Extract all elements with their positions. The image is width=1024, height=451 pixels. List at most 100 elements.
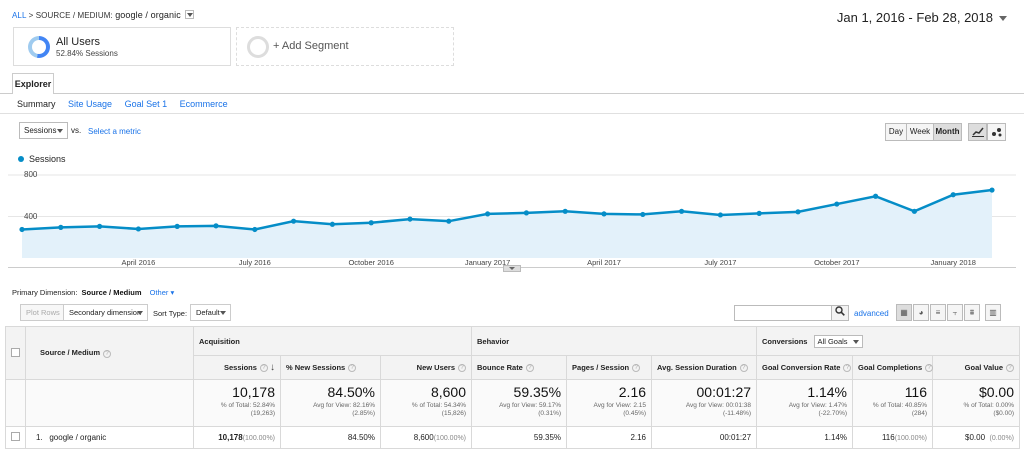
legend-dot [18, 155, 24, 162]
col-sessions[interactable]: Sessions? ↓ [193, 355, 281, 380]
metric-select[interactable]: Sessions [19, 122, 68, 139]
report-table: Source / Medium? Acquisition Behavior Co… [5, 326, 1021, 449]
table-search-input[interactable] [734, 305, 832, 321]
breadcrumb: ALL > SOURCE / MEDIUM: google / organic [12, 10, 195, 20]
comparison-view-icon[interactable]: ⫟ [947, 304, 963, 321]
secondary-dimension-select[interactable]: Secondary dimension [63, 304, 148, 321]
data-point[interactable] [407, 216, 413, 222]
pie-view-icon[interactable]: ◕ [913, 304, 929, 321]
col-new-users[interactable]: New Users? [379, 355, 473, 380]
sessions-chart [8, 174, 1016, 258]
subtab-divider [0, 113, 1024, 114]
pivot-view-icon[interactable]: ▥ [985, 304, 1001, 321]
data-point[interactable] [717, 212, 724, 218]
month-button[interactable]: Month [933, 123, 962, 141]
data-point[interactable] [446, 218, 452, 224]
subtab-site-usage[interactable]: Site Usage [68, 99, 113, 109]
vs-label: vs. [71, 126, 82, 135]
col-avg-duration[interactable]: Avg. Session Duration? [651, 355, 758, 380]
data-point[interactable] [795, 209, 801, 215]
primary-dimension-value[interactable]: Source / Medium [81, 288, 142, 297]
col-goal-value[interactable]: Goal Value? [932, 355, 1021, 380]
data-point[interactable] [756, 210, 762, 216]
x-tick-label: October 2016 [348, 258, 394, 267]
x-tick-label: July 2016 [238, 258, 271, 267]
acquisition-group-header: Acquisition [192, 326, 473, 356]
data-point[interactable] [58, 224, 64, 230]
breadcrumb-value: google / organic [115, 10, 181, 20]
row-checkbox[interactable] [11, 432, 20, 441]
data-point[interactable] [485, 211, 491, 217]
week-button[interactable]: Week [906, 123, 934, 141]
data-point[interactable] [989, 187, 995, 193]
data-point[interactable] [601, 211, 607, 217]
breadcrumb-dropdown-icon[interactable] [185, 10, 195, 20]
data-point[interactable] [252, 226, 258, 233]
subtab-ecommerce[interactable]: Ecommerce [179, 99, 228, 109]
subtab-goal-set-1[interactable]: Goal Set 1 [124, 99, 168, 109]
data-point[interactable] [174, 223, 180, 229]
data-point[interactable] [135, 226, 141, 232]
totals-row: 10,178% of Total: 52.84% (19,263) 84.50% A… [5, 379, 1021, 427]
row-new-sessions: 84.50% [280, 426, 381, 449]
total-cell: 1.14% Avg for View: 1.47% (-22.70%) [756, 379, 854, 427]
data-point[interactable] [19, 226, 25, 233]
col-pages-session[interactable]: Pages / Session? [566, 355, 653, 380]
motion-chart-button[interactable] [987, 123, 1006, 141]
data-point[interactable] [911, 208, 918, 214]
select-metric-link[interactable]: Select a metric [88, 127, 141, 136]
data-point[interactable] [640, 211, 646, 218]
date-range-picker[interactable]: Jan 1, 2016 - Feb 28, 2018 [837, 10, 1007, 25]
data-point[interactable] [291, 218, 297, 224]
select-all-checkbox[interactable] [11, 347, 20, 357]
search-icon[interactable] [831, 305, 849, 321]
row-avg-duration: 00:01:27 [651, 426, 758, 449]
term-cloud-view-icon[interactable]: ⩩ [964, 304, 980, 321]
data-point[interactable] [562, 208, 568, 214]
data-point[interactable] [213, 223, 219, 229]
row-pages-session: 2.16 [566, 426, 653, 449]
data-point[interactable] [329, 221, 335, 227]
other-dimension-link[interactable]: Other ▾ [149, 288, 175, 297]
data-point[interactable] [834, 201, 840, 207]
row-goal-completions: 116(100.00%) [852, 426, 934, 449]
row-dimension-link[interactable]: google / organic [49, 433, 107, 442]
breadcrumb-all-link[interactable]: ALL [12, 11, 27, 20]
col-goal-conversion-rate[interactable]: Goal Conversion Rate? [756, 355, 854, 380]
table-group-header-row: Source / Medium? Acquisition Behavior Co… [5, 326, 1021, 380]
tab-explorer[interactable]: Explorer [12, 73, 54, 94]
add-segment-button[interactable]: + Add Segment [236, 27, 454, 66]
day-button[interactable]: Day [885, 123, 907, 141]
all-goals-select[interactable]: All Goals [813, 334, 863, 348]
dimension-header[interactable]: Source / Medium? [25, 326, 194, 380]
sort-type-select[interactable]: Default [190, 304, 231, 321]
data-table-view-icon[interactable]: ▦ [896, 304, 912, 321]
data-point[interactable] [950, 192, 956, 198]
data-point[interactable] [873, 193, 879, 199]
data-point[interactable] [97, 223, 103, 229]
row-checkbox-cell [5, 426, 26, 449]
table-row: 1. google / organic 10,178(100.00%) 84.5… [5, 426, 1021, 449]
data-point[interactable] [679, 208, 685, 214]
data-point[interactable] [368, 220, 374, 226]
line-chart-icon [971, 127, 984, 137]
chart-legend: Sessions [18, 154, 66, 164]
performance-view-icon[interactable]: ≡ [930, 304, 946, 321]
data-point[interactable] [523, 210, 530, 216]
collapse-chart-handle[interactable] [503, 265, 521, 272]
total-cell: 8,600% of Total: 54.34% (15,826) [379, 379, 473, 427]
date-range-label: Jan 1, 2016 - Feb 28, 2018 [836, 10, 993, 25]
x-tick-label: April 2017 [587, 258, 621, 267]
plot-rows-button[interactable]: Plot Rows [20, 304, 66, 321]
col-goal-completions[interactable]: Goal Completions? [852, 355, 934, 380]
table-metric-header-row: Sessions? ↓ % New Sessions? New Users? B… [6, 355, 1021, 380]
sort-type-label: Sort Type: [153, 309, 188, 318]
segment-all-users[interactable]: All Users 52.84% Sessions [13, 27, 231, 66]
col-bounce-rate[interactable]: Bounce Rate? [471, 355, 568, 380]
breadcrumb-separator: > [28, 11, 34, 20]
subtab-summary[interactable]: Summary [17, 99, 56, 109]
col-new-sessions[interactable]: % New Sessions? [280, 355, 381, 380]
advanced-filter-link[interactable]: advanced [854, 309, 889, 318]
row-dimension-cell: 1. google / organic [25, 426, 194, 449]
line-chart-button[interactable] [968, 123, 987, 141]
